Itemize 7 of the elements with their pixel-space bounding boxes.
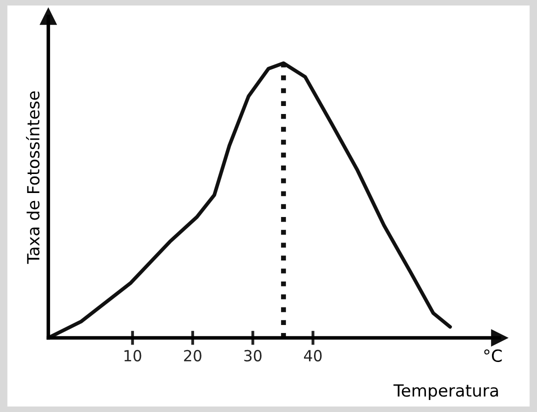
x-tick-label: 20 (184, 350, 202, 362)
text: °C (484, 349, 502, 362)
y-axis-title: Taxa de Fotossíntese (26, 91, 40, 264)
x-axis-title: Temperatura (393, 384, 498, 400)
x-tick-label: 40 (304, 350, 322, 362)
x-tick-label: 10 (124, 350, 142, 362)
x-tick-label: 30 (244, 350, 262, 362)
